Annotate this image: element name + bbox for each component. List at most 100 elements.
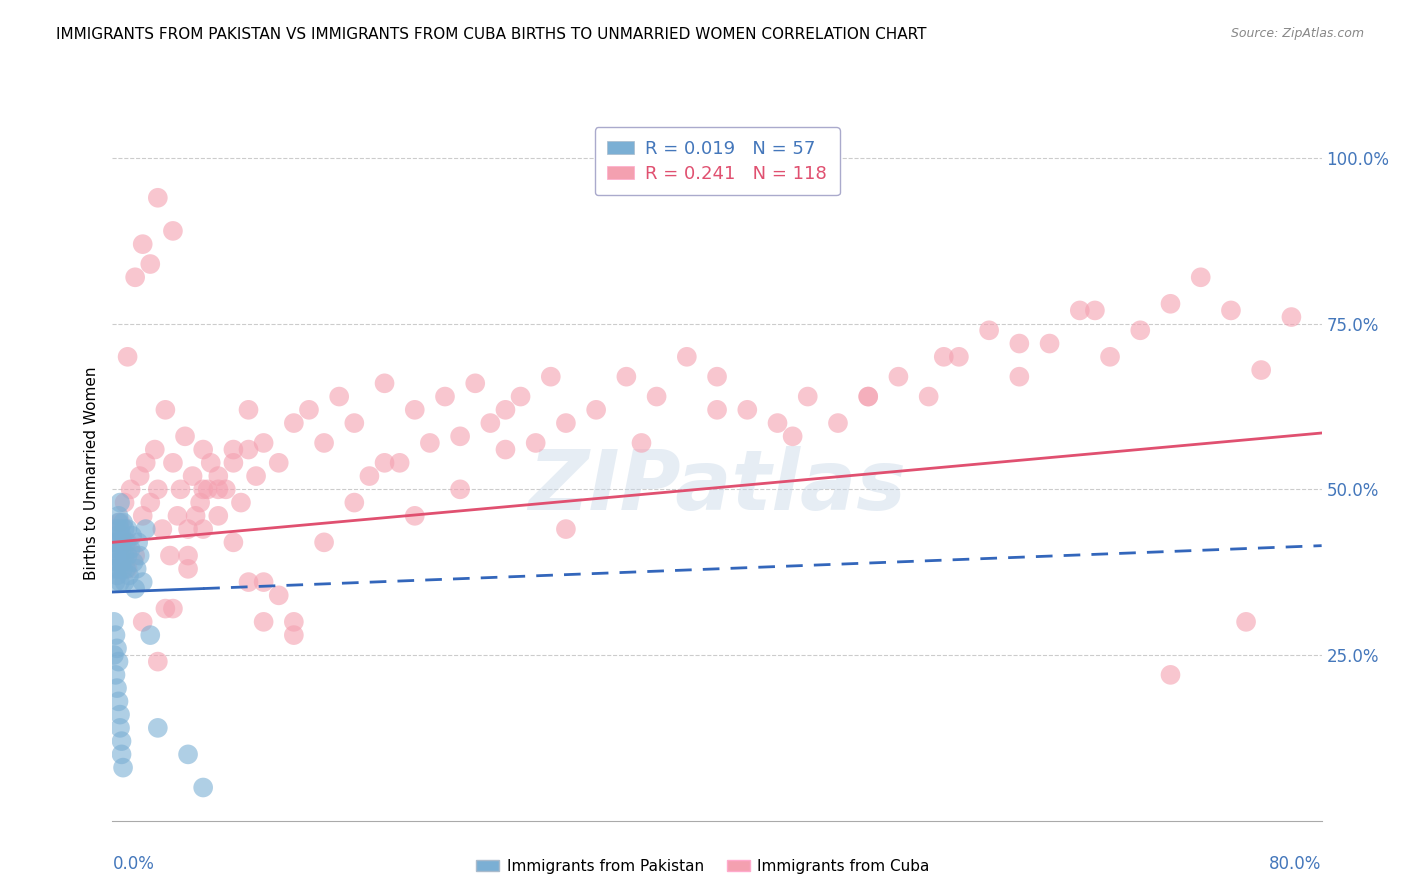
- Point: [146, 721, 169, 735]
- Text: 0.0%: 0.0%: [112, 855, 155, 873]
- Point: [238, 442, 260, 457]
- Point: [222, 535, 245, 549]
- Point: [1250, 363, 1272, 377]
- Point: [124, 270, 146, 285]
- Point: [197, 483, 219, 497]
- Point: [104, 628, 127, 642]
- Point: [253, 436, 276, 450]
- Point: [181, 469, 204, 483]
- Point: [169, 483, 191, 497]
- Point: [105, 568, 128, 582]
- Point: [115, 535, 138, 549]
- Point: [108, 495, 131, 509]
- Point: [107, 694, 129, 708]
- Point: [359, 469, 381, 483]
- Point: [108, 516, 131, 530]
- Text: Source: ZipAtlas.com: Source: ZipAtlas.com: [1230, 27, 1364, 40]
- Point: [135, 456, 157, 470]
- Point: [229, 495, 252, 509]
- Point: [108, 707, 131, 722]
- Point: [283, 416, 305, 430]
- Point: [449, 429, 471, 443]
- Point: [114, 549, 136, 563]
- Point: [124, 582, 146, 596]
- Point: [645, 390, 668, 404]
- Point: [128, 469, 150, 483]
- Point: [110, 747, 132, 762]
- Point: [479, 416, 502, 430]
- Point: [675, 350, 697, 364]
- Point: [125, 562, 148, 576]
- Point: [222, 456, 245, 470]
- Point: [253, 615, 276, 629]
- Point: [343, 495, 366, 509]
- Point: [222, 442, 245, 457]
- Point: [120, 483, 142, 497]
- Point: [108, 549, 131, 563]
- Point: [932, 350, 955, 364]
- Point: [105, 555, 128, 569]
- Point: [283, 628, 305, 642]
- Point: [146, 191, 169, 205]
- Point: [1129, 323, 1152, 337]
- Point: [128, 549, 150, 563]
- Point: [143, 442, 166, 457]
- Point: [139, 495, 162, 509]
- Point: [184, 508, 207, 523]
- Point: [103, 562, 125, 576]
- Point: [1234, 615, 1257, 629]
- Point: [162, 224, 184, 238]
- Point: [177, 549, 200, 563]
- Point: [215, 483, 238, 497]
- Point: [706, 369, 728, 384]
- Point: [1084, 303, 1107, 318]
- Point: [103, 615, 125, 629]
- Point: [706, 402, 728, 417]
- Legend: R = 0.019   N = 57, R = 0.241   N = 118: R = 0.019 N = 57, R = 0.241 N = 118: [595, 127, 839, 195]
- Point: [155, 601, 177, 615]
- Point: [110, 529, 132, 543]
- Point: [114, 522, 136, 536]
- Point: [1008, 369, 1031, 384]
- Point: [162, 456, 184, 470]
- Point: [188, 495, 211, 509]
- Point: [104, 549, 127, 563]
- Point: [191, 780, 214, 795]
- Point: [150, 522, 173, 536]
- Point: [117, 535, 139, 549]
- Point: [132, 237, 155, 252]
- Point: [108, 522, 131, 536]
- Point: [253, 575, 276, 590]
- Point: [1098, 350, 1121, 364]
- Point: [207, 508, 229, 523]
- Text: ZIPatlas: ZIPatlas: [529, 446, 905, 527]
- Point: [404, 508, 426, 523]
- Point: [124, 549, 146, 563]
- Point: [509, 390, 531, 404]
- Point: [107, 655, 129, 669]
- Point: [146, 655, 169, 669]
- Point: [105, 681, 128, 695]
- Point: [616, 369, 638, 384]
- Point: [404, 402, 426, 417]
- Point: [948, 350, 970, 364]
- Point: [159, 549, 181, 563]
- Point: [177, 562, 200, 576]
- Point: [1069, 303, 1091, 318]
- Point: [433, 390, 456, 404]
- Point: [110, 555, 132, 569]
- Point: [1159, 297, 1181, 311]
- Point: [737, 402, 759, 417]
- Point: [283, 615, 305, 629]
- Point: [524, 436, 547, 450]
- Point: [554, 416, 576, 430]
- Point: [105, 541, 128, 556]
- Point: [103, 648, 125, 662]
- Point: [105, 529, 128, 543]
- Point: [162, 601, 184, 615]
- Point: [1038, 336, 1062, 351]
- Point: [419, 436, 441, 450]
- Point: [630, 436, 652, 450]
- Point: [918, 390, 941, 404]
- Point: [796, 390, 818, 404]
